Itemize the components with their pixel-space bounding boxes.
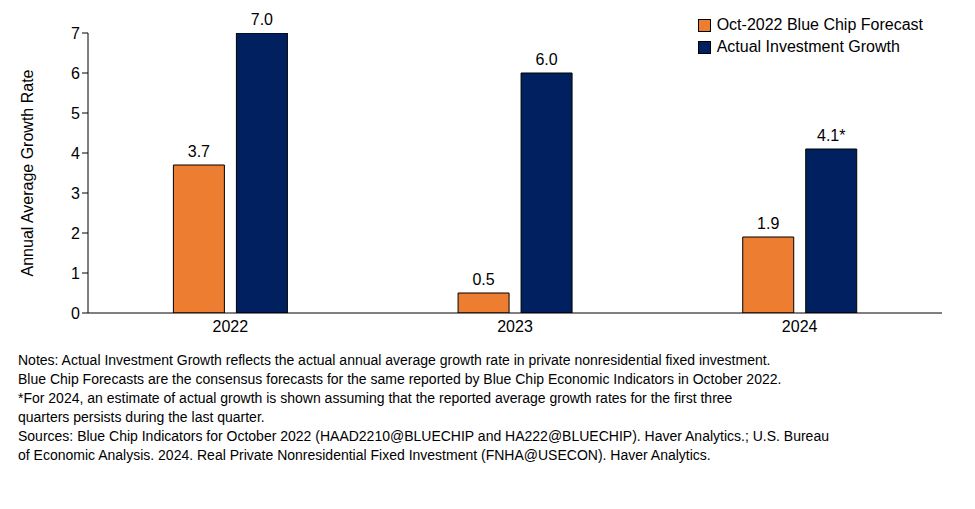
- html-text:*For 2024, an estimate of actu: *For 2024, an estimate of actual growth …: [18, 390, 733, 406]
- svg-text:6: 6: [71, 65, 80, 82]
- svg-text:5: 5: [71, 105, 80, 122]
- svg-text:4.1*: 4.1*: [817, 127, 845, 144]
- svg-text:1.9: 1.9: [757, 215, 779, 232]
- html-text:Actual Investment Growth: Actual Investment Growth: [716, 38, 900, 55]
- html-text:Notes: Actual Investment Growt: Notes: Actual Investment Growth reflects…: [18, 352, 771, 368]
- html-text:Blue Chip Forecasts are the co: Blue Chip Forecasts are the consensus fo…: [18, 371, 782, 387]
- svg-text:3: 3: [71, 185, 80, 202]
- svg-text:Annual Average Growth Rate: Annual Average Growth Rate: [19, 69, 36, 276]
- svg-text:0.5: 0.5: [472, 271, 494, 288]
- svg-text:7.0: 7.0: [251, 11, 273, 28]
- svg-text:1: 1: [71, 265, 80, 282]
- svg-text:2024: 2024: [782, 318, 818, 335]
- svg-text:2: 2: [71, 225, 80, 242]
- svg-text:2023: 2023: [497, 318, 533, 335]
- html-text:Sources: Blue Chip Indicators: Sources: Blue Chip Indicators for Octobe…: [18, 428, 829, 444]
- html-text:of Economic Analysis. 2024. Re: of Economic Analysis. 2024. Real Private…: [18, 447, 711, 463]
- html-text:quarters persists during the l: quarters persists during the last quarte…: [18, 409, 265, 425]
- html-text:Oct-2022 Blue Chip Forecast: Oct-2022 Blue Chip Forecast: [716, 16, 923, 33]
- svg-text:2022: 2022: [213, 318, 249, 335]
- svg-text:3.7: 3.7: [188, 143, 210, 160]
- svg-text:4: 4: [71, 145, 80, 162]
- svg-text:6.0: 6.0: [535, 51, 557, 68]
- svg-text:7: 7: [71, 25, 80, 42]
- svg-text:0: 0: [71, 305, 80, 322]
